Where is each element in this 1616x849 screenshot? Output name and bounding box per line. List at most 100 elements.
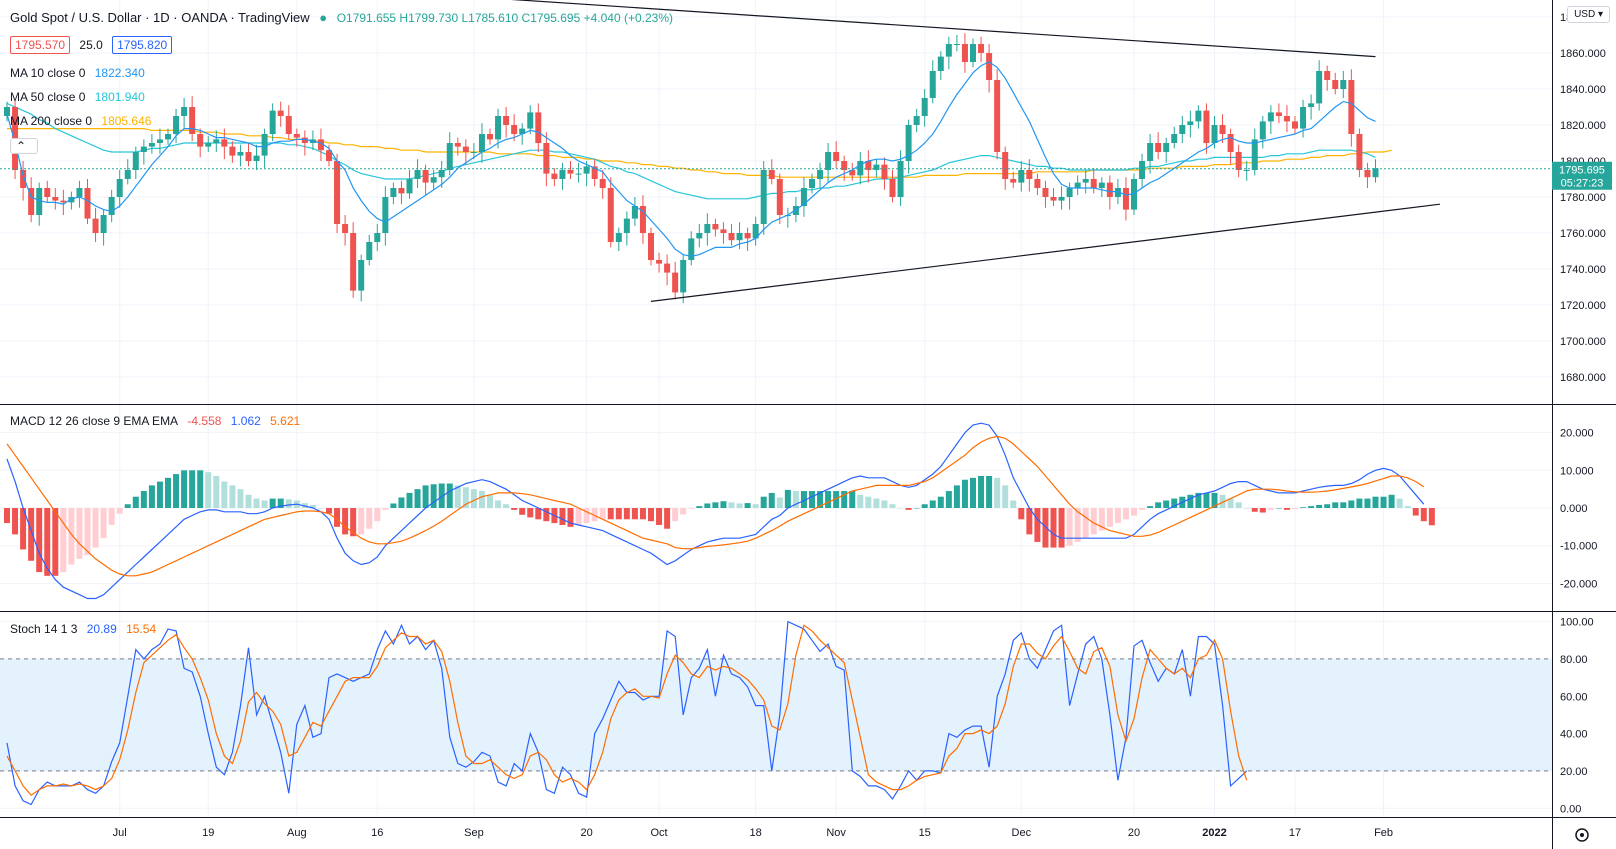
macd-histogram-bar (1235, 502, 1242, 508)
ma50-legend[interactable]: MA 50 close 0 1801.940 (10, 90, 151, 104)
settings-gear-icon[interactable] (1575, 828, 1589, 842)
sell-price-button[interactable]: 1795.570 (10, 36, 71, 54)
candle-body (1058, 197, 1065, 201)
x-tick-label: Aug (287, 827, 307, 839)
macd-histogram-bar (197, 470, 204, 508)
candle-body (269, 110, 276, 134)
macd-histogram-bar (1002, 485, 1009, 508)
candle-body (1114, 188, 1121, 197)
candle-body (768, 170, 775, 179)
chevron-up-icon: ⌃ (16, 139, 27, 153)
candle-body (495, 116, 502, 140)
macd-histogram-bar (776, 497, 783, 508)
y-tick-label: 1780.000 (1560, 192, 1606, 204)
macd-histogram-bar (487, 494, 493, 508)
currency-select-button[interactable]: USD ▾ (1567, 6, 1610, 23)
candle-body (591, 166, 598, 179)
macd-histogram-bar (1275, 508, 1282, 509)
ma200-legend[interactable]: MA 200 close 0 1805.646 (10, 114, 157, 128)
macd-histogram-bar (156, 481, 163, 508)
candle-body (1227, 134, 1234, 152)
candle-body (1364, 170, 1371, 178)
y-tick-label: 10.000 (1560, 465, 1594, 477)
y-tick-label: 0.000 (1560, 503, 1588, 515)
macd-histogram-bar (994, 477, 1001, 508)
candle-body (28, 188, 35, 215)
collapse-legend-button[interactable]: ⌃ (10, 138, 39, 154)
candle-body (1211, 125, 1218, 143)
macd-histogram-bar (897, 508, 904, 509)
candle-body (728, 233, 735, 241)
candle-body (656, 260, 663, 264)
candle-body (454, 143, 461, 147)
candle-body (44, 188, 51, 197)
price-axis[interactable]: 1680.000 1700.000 1720.000 1740.000 1760.000… (1560, 12, 1606, 815)
macd-histogram-bar (245, 494, 252, 508)
candle-body (1179, 125, 1186, 134)
trendlines-group[interactable] (232, 0, 1440, 302)
macd-histogram-bar (519, 508, 526, 515)
macd-histogram-bar (970, 477, 976, 508)
time-axis[interactable]: Jul 19 Aug 16 Sep 20 Oct 18 Nov 15 Dec 20 2022 17 Feb (113, 827, 1393, 839)
chevron-down-icon: ▾ (1597, 9, 1603, 20)
buy-price-button[interactable]: 1795.820 (112, 36, 173, 54)
ma200-label: MA 200 close 0 (10, 114, 93, 128)
macd-histogram-bar (317, 508, 324, 509)
candle-body (1050, 197, 1057, 201)
macd-histogram-bar (173, 474, 180, 508)
candle-body (905, 125, 912, 161)
macd-histogram-bar (961, 479, 968, 508)
candle-body (1243, 170, 1250, 171)
candle-body (261, 134, 268, 156)
macd-histogram-bar (728, 502, 735, 508)
candle-body (833, 152, 840, 161)
y-tick-label: 1760.000 (1560, 228, 1606, 240)
last-price-label: 1795.695 05:27:23 (1552, 161, 1612, 190)
spread-value: 25.0 (79, 38, 103, 52)
macd-histogram-bar (1404, 506, 1411, 508)
trendline[interactable] (232, 0, 1376, 58)
macd-legend[interactable]: MACD 12 26 close 9 EMA EMA -4.558 1.062 … (10, 414, 306, 428)
macd-histogram-bar (615, 508, 622, 520)
y-tick-label: 1740.000 (1560, 264, 1606, 276)
macd-histogram-bar (1155, 502, 1162, 508)
macd-histogram-bar (1211, 492, 1218, 508)
last-price-value: 1795.695 (1559, 165, 1605, 177)
candle-body (1292, 121, 1298, 129)
ma50-value: 1801.940 (94, 90, 145, 104)
macd-histogram-bar (414, 489, 421, 508)
candle-body (1340, 80, 1347, 89)
macd-histogram-bar (462, 487, 469, 508)
macd-histogram-bar (1195, 492, 1202, 508)
candle-body (1026, 170, 1033, 179)
ma10-legend[interactable]: MA 10 close 0 1822.340 (10, 66, 151, 80)
macd-histogram-bar (591, 508, 598, 522)
trendline[interactable] (650, 203, 1440, 302)
macd-histogram-bar (841, 491, 848, 508)
macd-histogram-bar (535, 508, 542, 520)
macd-histogram-bar (422, 485, 429, 508)
symbol-legend[interactable]: Gold Spot / U.S. Dollar · 1D · OANDA · T… (10, 10, 679, 25)
candle-body (1034, 179, 1041, 188)
macd-histogram-bar (1026, 508, 1033, 535)
macd-histogram-bar (309, 504, 316, 508)
macd-histogram-bar (1396, 498, 1403, 508)
candle-body (1171, 134, 1178, 143)
macd-histogram-bar (575, 508, 582, 525)
candle-body (631, 206, 638, 219)
macd-histogram-bar (100, 508, 107, 539)
candle-body (664, 263, 671, 273)
stoch-legend[interactable]: Stoch 14 1 3 20.89 15.54 (10, 622, 162, 636)
macd-histogram-bar (1098, 508, 1105, 531)
x-tick-label: 20 (1128, 827, 1140, 839)
candle-body (1275, 112, 1282, 116)
ma10-label: MA 10 close 0 (10, 66, 86, 80)
macd-histogram-bar (1380, 496, 1387, 508)
candle-body (197, 134, 204, 147)
macd-signal-value: 5.621 (270, 414, 301, 428)
x-tick-label: 16 (371, 827, 383, 839)
y-tick-label: 1720.000 (1560, 300, 1606, 312)
candle-body (873, 164, 880, 170)
